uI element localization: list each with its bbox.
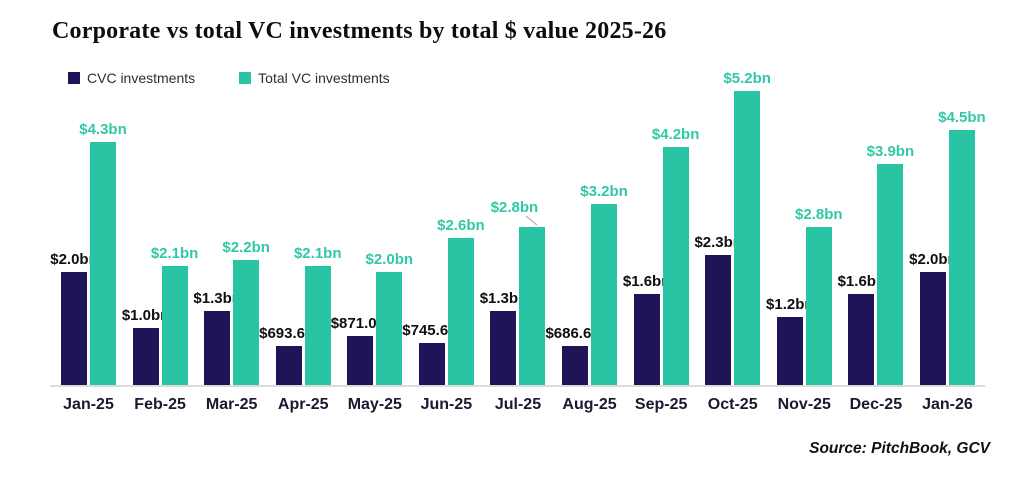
cvc-bar: [705, 255, 732, 385]
cvc-bar: [204, 311, 231, 385]
total-vc-value-label: $4.5bn: [938, 109, 986, 126]
total-vc-value-label: $2.8bn: [795, 206, 843, 223]
x-axis-category-label: Dec-25: [849, 396, 903, 413]
total-vc-bar: [90, 142, 116, 385]
x-axis-category-label: Nov-25: [777, 396, 831, 413]
cvc-value-label: $2.3bn: [694, 234, 742, 251]
total-vc-swatch-icon: [239, 72, 252, 84]
cvc-bar: [490, 311, 517, 385]
total-vc-bar: [447, 238, 474, 385]
cvc-value-label: $1.0bn: [121, 307, 170, 324]
cvc-value-label: $686.6m: [545, 325, 605, 342]
cvc-bar: [633, 294, 660, 385]
x-axis-category-label: Feb-25: [134, 396, 186, 413]
month-group: $1.6bn $3.9bn Dec-25: [838, 85, 915, 413]
legend-label-total-vc: Total VC investments: [258, 70, 390, 86]
cvc-bar: [418, 343, 445, 385]
cvc-value-label: $1.6bn: [622, 273, 671, 290]
total-vc-bar: [877, 164, 904, 385]
cvc-value-label: $1.3bn: [193, 290, 241, 307]
cvc-value-label: $2.0bn: [50, 251, 98, 268]
cvc-bar: [61, 272, 87, 385]
total-vc-value-label: $2.2bn: [222, 239, 270, 256]
total-vc-bar: [805, 227, 832, 385]
total-vc-bar: [304, 266, 331, 385]
x-axis-category-label: Apr-25: [277, 396, 329, 413]
x-axis-category-label: Jul-25: [494, 396, 542, 413]
month-group: $1.3bn $2.8bn Jul-25: [480, 85, 546, 413]
total-vc-bar: [376, 272, 403, 385]
total-vc-value-label: $2.1bn: [150, 245, 199, 262]
cvc-value-label: $745.6m: [402, 322, 462, 339]
month-group: $745.6m $2.6bn Jun-25: [402, 85, 484, 413]
total-vc-bar: [233, 260, 260, 385]
month-group: $871.0m $2.0bn May-25: [331, 85, 413, 413]
x-axis-category-label: Jan-26: [922, 396, 973, 413]
bar-chart: $2.0bn $4.3bn Jan-25 $1.0bn $2.1bn Feb-25 $1.3…: [50, 71, 986, 413]
month-group: $1.3bn $2.2bn Mar-25: [193, 85, 270, 413]
total-vc-bar: [948, 130, 975, 385]
cvc-swatch-icon: [68, 72, 80, 84]
x-axis-line: [50, 385, 985, 387]
total-vc-bar: [591, 204, 618, 385]
month-group: $693.6m $2.1bn Apr-25: [259, 85, 341, 413]
source-note: Source: PitchBook, GCV: [809, 440, 990, 457]
label-leader-line: [526, 215, 538, 226]
legend: CVC investments Total VC investments: [68, 70, 390, 86]
total-vc-bar: [519, 227, 546, 385]
cvc-value-label: $2.0bn: [909, 251, 957, 268]
total-vc-bar: [734, 91, 761, 385]
x-axis-category-label: Sep-25: [634, 396, 688, 413]
legend-item-cvc: CVC investments: [68, 70, 195, 86]
cvc-bar: [776, 317, 803, 385]
total-vc-value-label: $2.0bn: [365, 251, 414, 268]
total-vc-value-label: $4.2bn: [651, 126, 700, 143]
x-axis-category-label: Aug-25: [562, 396, 617, 413]
plot-area: $2.0bn $4.3bn Jan-25 $1.0bn $2.1bn Feb-25 $1.3…: [50, 71, 986, 413]
cvc-bar: [562, 346, 589, 385]
month-group: $1.2bn $2.8bn Nov-25: [766, 85, 843, 413]
cvc-value-label: $871.0m: [330, 315, 390, 332]
total-vc-value-label: $2.8bn: [490, 199, 539, 216]
month-group: $2.0bn $4.3bn Jan-25: [50, 85, 127, 413]
cvc-value-label: $693.6m: [259, 325, 319, 342]
cvc-bar: [275, 346, 302, 385]
month-group: $1.0bn $2.1bn Feb-25: [122, 85, 199, 413]
legend-label-cvc: CVC investments: [87, 70, 196, 86]
total-vc-value-label: $3.9bn: [866, 143, 915, 160]
month-group: $1.6bn $4.2bn Sep-25: [623, 85, 700, 413]
total-vc-bar: [662, 147, 689, 385]
total-vc-value-label: $3.2bn: [580, 183, 628, 200]
x-axis-category-label: Jan-25: [63, 396, 114, 413]
x-axis-category-label: Jun-25: [420, 396, 473, 413]
total-vc-value-label: $2.1bn: [293, 245, 342, 262]
total-vc-value-label: $2.6bn: [437, 217, 485, 234]
x-axis-category-label: May-25: [347, 396, 402, 413]
x-axis-category-label: Mar-25: [205, 396, 258, 413]
legend-item-total-vc: Total VC investments: [239, 70, 390, 86]
cvc-bar: [848, 294, 875, 385]
cvc-bar: [347, 336, 374, 385]
total-vc-bar: [161, 266, 188, 385]
month-group: $2.0bn $4.5bn Jan-26: [909, 85, 986, 413]
total-vc-value-label: $4.3bn: [79, 121, 127, 138]
month-group: $2.3bn $5.2bn Oct-25: [694, 71, 771, 413]
cvc-value-label: $1.3bn: [479, 290, 528, 307]
total-vc-value-label: $5.2bn: [723, 70, 771, 87]
cvc-value-label: $1.2bn: [766, 296, 814, 313]
cvc-bar: [132, 328, 159, 385]
month-group: $686.6m $3.2bn Aug-25: [545, 85, 627, 413]
cvc-bar: [919, 272, 946, 385]
x-axis-category-label: Oct-25: [707, 396, 758, 413]
cvc-value-label: $1.6bn: [837, 273, 886, 290]
chart-title: Corporate vs total VC investments by tot…: [52, 18, 667, 44]
